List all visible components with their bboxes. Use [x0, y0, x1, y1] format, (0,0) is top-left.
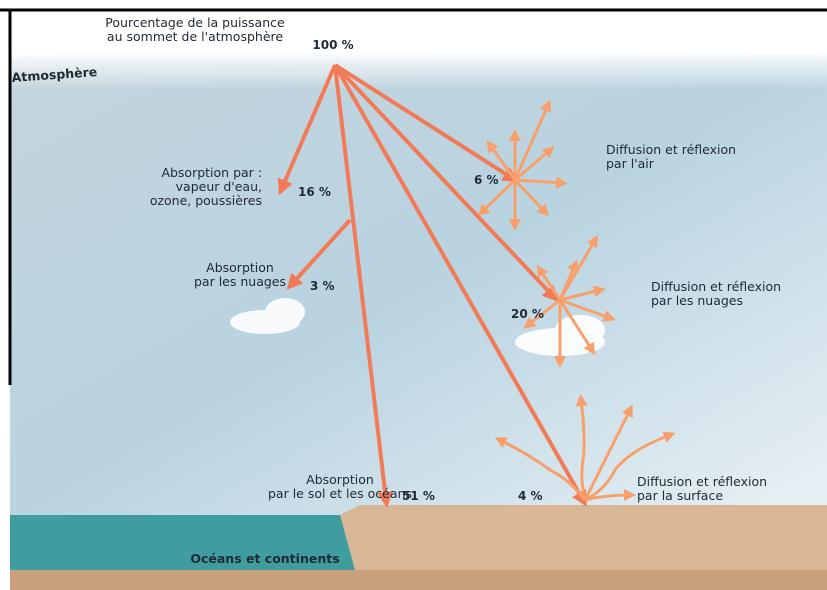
label: Absorption par : [161, 165, 262, 180]
percent-label: 20 % [511, 307, 544, 321]
label: par le sol et les océans [268, 486, 412, 501]
label: Diffusion et réflexion [606, 142, 736, 157]
label: Océans et continents [190, 551, 339, 566]
label: Pourcentage de la puissance [105, 15, 285, 30]
sky [10, 55, 827, 515]
label: Absorption [306, 472, 374, 487]
label: ozone, poussières [150, 193, 262, 208]
scatter-air [477, 99, 568, 231]
label: Absorption [206, 260, 274, 275]
label: par la surface [637, 488, 723, 503]
percent-label: 51 % [402, 489, 435, 503]
arrows [277, 63, 587, 508]
label: Diffusion et réflexion [637, 474, 767, 489]
label: par les nuages [194, 274, 286, 289]
label: par les nuages [651, 293, 743, 308]
percent-label: 3 % [310, 279, 335, 293]
ground-strip [10, 570, 827, 590]
percent-label: 6 % [474, 173, 499, 187]
scatter-clouds [523, 234, 616, 368]
label: par l'air [606, 156, 655, 171]
sky-fade [10, 50, 827, 90]
scatter-surface [494, 394, 676, 502]
label: au sommet de l'atmosphère [107, 29, 283, 44]
ocean [10, 515, 355, 570]
percent-label: 100 % [312, 38, 353, 52]
label: Diffusion et réflexion [651, 279, 781, 294]
frame [0, 8, 827, 385]
label: vapeur d'eau, [176, 179, 262, 194]
percent-label: 16 % [298, 185, 331, 199]
label: Atmosphère [11, 64, 98, 85]
percent-label: 4 % [518, 489, 543, 503]
